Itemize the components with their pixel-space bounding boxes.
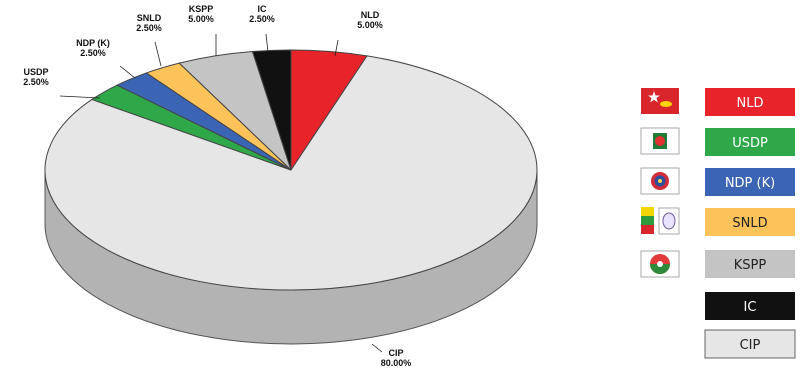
leader-line-ic (265, 33, 269, 53)
legend-label-cip: CIP (740, 338, 761, 353)
legend-label-ndp-k-: NDP (K) (725, 176, 775, 191)
legend-label-kspp: KSPP (734, 258, 767, 273)
legend-logos (640, 88, 680, 278)
slice-label-cip: CIP (388, 348, 403, 358)
legend-swatch-ndp-k- (705, 168, 795, 196)
slice-value-kspp: 5.00% (188, 14, 214, 24)
usdp-emblem-icon (640, 127, 680, 155)
legend-swatch-cip (704, 329, 796, 359)
nld-flag-icon (641, 88, 679, 114)
slice-value-ic: 2.50% (249, 14, 275, 24)
legend-label-snld: SNLD (732, 216, 767, 231)
legend-swatch-kspp (705, 250, 795, 278)
slice-label-nld: NLD (361, 10, 380, 20)
legend: NLD USDP NDP (K) SNLD KSPP IC CIP (704, 88, 796, 359)
slice-value-ndp-k-: 2.50% (80, 48, 106, 58)
slice-value-usdp: 2.50% (23, 77, 49, 87)
snld-flag-icon (641, 207, 680, 235)
kspp-emblem-icon (640, 250, 680, 278)
legend-label-ic: IC (744, 300, 757, 315)
legend-swatch-ic (705, 292, 795, 320)
slice-label-ic: IC (258, 4, 268, 14)
slice-value-nld: 5.00% (357, 20, 383, 30)
slice-label-kspp: KSPP (189, 4, 214, 14)
pie-top-layer (44, 49, 538, 291)
leader-line-snld (154, 41, 162, 67)
slice-label-usdp: USDP (23, 67, 48, 77)
legend-label-usdp: USDP (732, 136, 768, 151)
pie-slice-ic (251, 49, 292, 171)
leader-line-usdp (59, 95, 101, 99)
leader-line-nld (334, 39, 339, 57)
legend-swatch-usdp (705, 128, 795, 156)
slice-value-cip: 80.00% (381, 358, 412, 368)
slice-value-snld: 2.50% (136, 23, 162, 33)
pie-slice-cip (44, 55, 538, 291)
leader-line-cip (371, 343, 383, 353)
leader-line-ndp-k- (119, 65, 136, 79)
ndpk-emblem-icon (640, 167, 680, 195)
slice-label-snld: SNLD (137, 13, 162, 23)
legend-label-nld: NLD (737, 96, 764, 111)
legend-swatch-snld (705, 208, 795, 236)
slice-label-ndp-k-: NDP (K) (76, 38, 110, 48)
legend-swatch-nld (705, 88, 795, 116)
